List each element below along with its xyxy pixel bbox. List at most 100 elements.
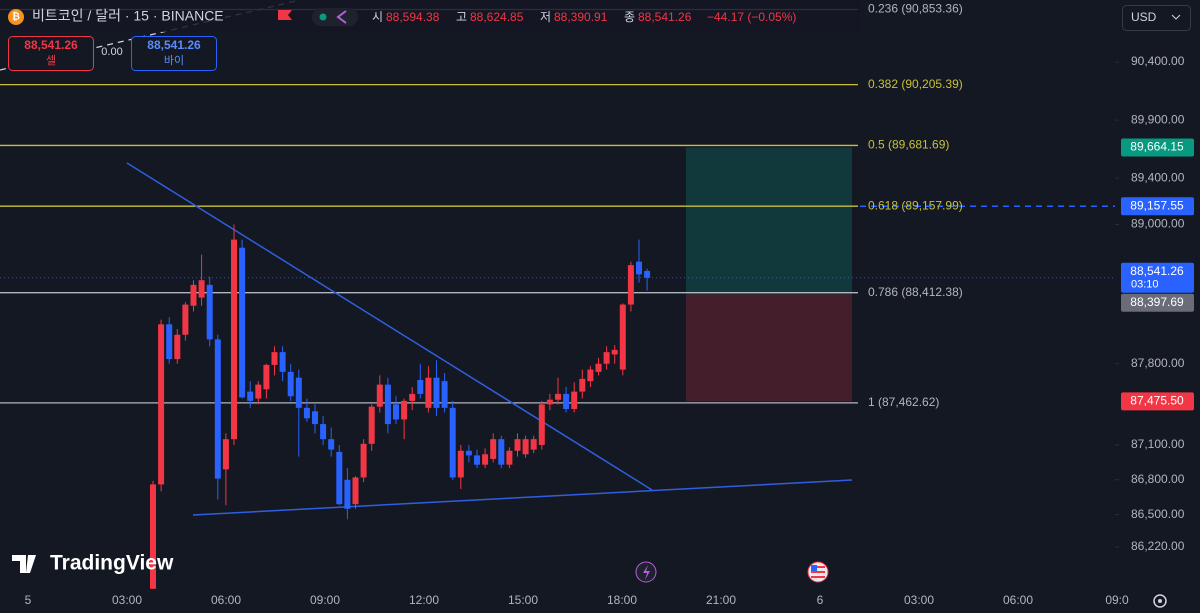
price-label: 88,541.26 xyxy=(1130,264,1184,278)
y-tick-label: 86,220.00 xyxy=(1131,539,1185,553)
candle-body xyxy=(239,247,246,398)
candle-body xyxy=(627,265,634,305)
flag-icon[interactable] xyxy=(278,10,292,20)
candle-body xyxy=(312,411,318,425)
fib-label: 0.236 (90,853.36) xyxy=(868,2,963,16)
flag-stripe xyxy=(811,571,825,573)
candle-body xyxy=(482,454,489,465)
ohlc-key: 종 xyxy=(624,10,635,24)
candle-body xyxy=(182,304,189,335)
brand-name: TradingView xyxy=(50,552,174,575)
candle-body xyxy=(538,404,545,445)
candle-body xyxy=(457,450,464,478)
symbol-title: 비트코인 / 달러 · 15 · BINANCE xyxy=(32,8,224,24)
ohlc-info: 시 88,594.38 고 88,624.85 저 88,390.91 종 88,541.26 xyxy=(372,10,692,24)
flag-stripe xyxy=(811,566,825,568)
price-label: 89,664.15 xyxy=(1130,140,1184,154)
candle-body xyxy=(336,451,343,505)
currency-button[interactable] xyxy=(1122,5,1191,31)
fib-label: 0.382 (90,205.39) xyxy=(868,77,963,91)
fib-label: 0.618 (89,157.99) xyxy=(868,198,963,212)
candle-body xyxy=(255,384,262,399)
header-bg xyxy=(0,0,860,32)
price-label-box xyxy=(1121,293,1194,312)
candle-body xyxy=(222,439,229,470)
y-tick-label: 87,800.00 xyxy=(1131,356,1185,370)
price-label: 87,475.50 xyxy=(1130,394,1184,408)
x-tick-label: 03:00 xyxy=(904,593,934,607)
settings-icon[interactable] xyxy=(1153,594,1167,608)
candle-body xyxy=(384,384,391,425)
market-status-dot xyxy=(319,13,327,21)
price-label-box xyxy=(1121,138,1194,157)
x-tick-label: 6 xyxy=(817,593,824,607)
candle-body xyxy=(595,363,602,372)
buy-button[interactable] xyxy=(131,36,217,71)
candle-body xyxy=(441,381,448,408)
candle-body xyxy=(579,378,586,392)
y-tick-label: 89,400.00 xyxy=(1131,170,1185,184)
candle-body xyxy=(214,339,221,479)
sell-price: 88,541.26 xyxy=(24,38,78,52)
candle-body xyxy=(344,479,351,509)
candle-body xyxy=(619,304,626,370)
candle-body xyxy=(555,393,561,400)
candle-body xyxy=(279,352,286,372)
y-tick-label: 87,100.00 xyxy=(1131,437,1185,451)
candle-body xyxy=(360,443,367,478)
candle-body xyxy=(490,439,497,459)
event-glyph xyxy=(643,565,650,580)
currency: USD xyxy=(1131,10,1157,24)
bitcoin-icon xyxy=(8,9,24,25)
price-label-sub: 03:10 xyxy=(1131,279,1159,291)
fib-label: 0.5 (89,681.69) xyxy=(868,138,949,152)
share-icon xyxy=(336,10,347,24)
candle-body xyxy=(409,393,416,401)
y-tick-label: 86,500.00 xyxy=(1131,507,1185,521)
flag-stripe xyxy=(811,576,825,578)
target-zone xyxy=(686,147,852,295)
labels-layer: 90,400.00 89,900.00 89,400.00 89,000.00 87,8… xyxy=(25,2,1194,607)
candle-body xyxy=(498,439,505,465)
change: −44.17 (−0.05%) xyxy=(707,10,796,24)
candles-layer xyxy=(150,224,651,589)
buy-label: 바이 xyxy=(164,54,184,67)
ohlc-value: 88,624.85 xyxy=(470,10,524,24)
candle-body xyxy=(263,364,270,390)
candle-body xyxy=(563,393,570,409)
y-tick-label: 90,400.00 xyxy=(1131,54,1185,68)
candle-body xyxy=(150,484,156,589)
candle-body xyxy=(376,384,383,407)
ohlc-key: 시 xyxy=(372,10,383,24)
candle-body xyxy=(636,261,642,275)
candle-body xyxy=(206,284,213,340)
price-label: 88,397.69 xyxy=(1130,295,1184,309)
candle-body xyxy=(611,349,618,355)
status-pill[interactable] xyxy=(312,8,358,26)
candle-body xyxy=(247,391,254,401)
price-label-box xyxy=(1121,392,1194,411)
candle-body xyxy=(271,352,278,365)
candle-body xyxy=(571,391,578,409)
candle-body xyxy=(287,371,294,397)
fib-label: 1 (87,462.62) xyxy=(868,395,939,409)
candle-body xyxy=(320,424,327,440)
candle-body xyxy=(433,377,440,408)
settings-dot xyxy=(1158,599,1162,603)
candle-body xyxy=(166,324,173,360)
fib-label: 0.786 (88,412.38) xyxy=(868,285,963,299)
price-label-box xyxy=(1121,262,1194,293)
candle-body xyxy=(546,399,553,405)
x-tick-label: 21:00 xyxy=(706,593,736,607)
x-tick-label: 12:00 xyxy=(409,593,439,607)
candle-body xyxy=(506,450,513,465)
ohlc-value: 88,390.91 xyxy=(554,10,608,24)
sell-button[interactable] xyxy=(8,36,94,71)
candle-body xyxy=(449,407,456,478)
ohlc-value: 88,594.38 xyxy=(386,10,440,24)
candle-body xyxy=(417,379,424,394)
ohlc-key: 저 xyxy=(540,10,551,24)
